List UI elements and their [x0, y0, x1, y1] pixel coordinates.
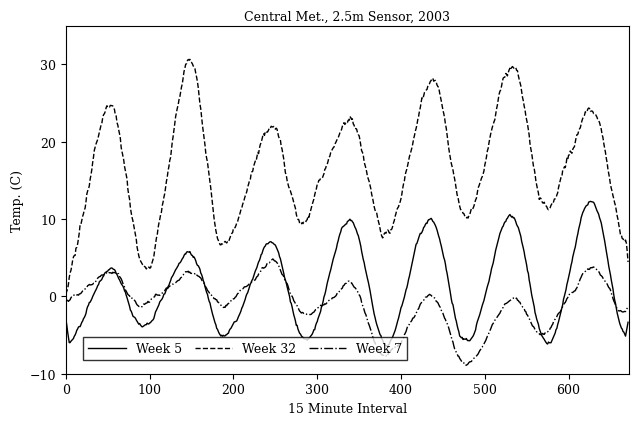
Week 5	[212, 322, 220, 328]
Week 5	[572, 240, 580, 245]
Week 7	[537, 332, 545, 337]
Week 7	[269, 257, 276, 262]
Week 32	[536, 196, 544, 201]
Week 7	[463, 363, 470, 368]
Week 5	[78, 320, 86, 325]
Week 5	[384, 345, 392, 350]
Week 32	[246, 178, 254, 184]
Week 7	[246, 282, 253, 287]
Week 7	[78, 290, 86, 295]
Week 5	[586, 199, 594, 204]
Title: Central Met., 2.5m Sensor, 2003: Central Met., 2.5m Sensor, 2003	[244, 11, 451, 24]
Week 5	[154, 306, 161, 311]
Week 5	[62, 317, 70, 322]
Week 32	[62, 292, 70, 297]
Week 32	[624, 260, 632, 265]
Line: Week 7: Week 7	[66, 259, 628, 366]
Line: Week 32: Week 32	[66, 60, 628, 294]
Legend: Week 5, Week 32, Week 7: Week 5, Week 32, Week 7	[83, 338, 407, 360]
Y-axis label: Temp. (C): Temp. (C)	[11, 169, 24, 231]
Week 7	[212, 297, 220, 302]
Week 5	[246, 285, 253, 290]
Week 7	[573, 285, 580, 291]
Week 5	[536, 328, 544, 334]
Week 5	[624, 320, 632, 325]
Week 32	[78, 218, 86, 223]
Week 7	[62, 298, 70, 303]
Week 32	[186, 58, 194, 63]
Week 32	[572, 136, 580, 141]
X-axis label: 15 Minute Interval: 15 Minute Interval	[288, 402, 407, 415]
Week 7	[154, 293, 161, 298]
Week 7	[624, 304, 632, 309]
Week 32	[213, 233, 221, 238]
Line: Week 5: Week 5	[66, 202, 628, 348]
Week 32	[154, 233, 161, 238]
